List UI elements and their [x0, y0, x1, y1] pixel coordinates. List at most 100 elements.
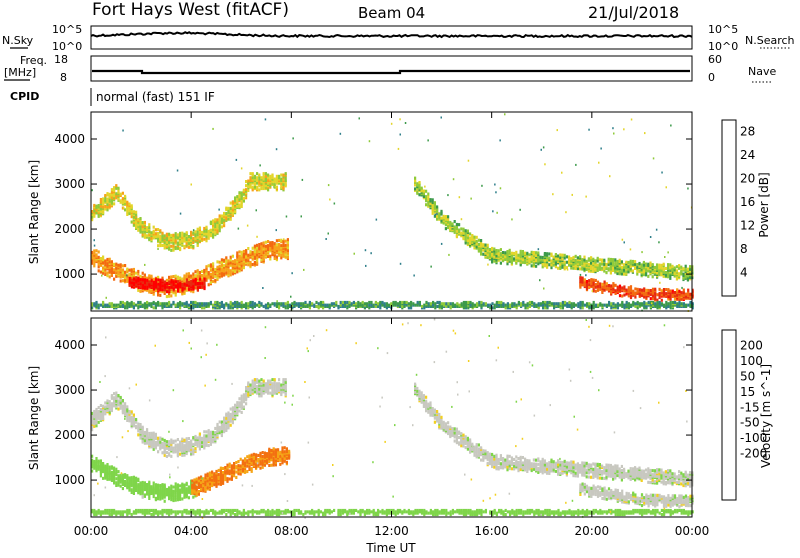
range-cell: [203, 306, 205, 309]
range-cell: [263, 176, 265, 179]
range-cell: [205, 235, 207, 238]
range-cell: [177, 280, 179, 283]
range-cell: [282, 186, 284, 189]
range-cell: [581, 266, 583, 269]
range-cell: [126, 405, 128, 408]
range-cell: [582, 306, 584, 309]
range-cell: [252, 263, 254, 266]
range-cell: [685, 304, 687, 307]
range-cell: [179, 304, 181, 307]
range-cell: [520, 259, 522, 262]
range-cell: [590, 256, 592, 259]
range-cell: [577, 260, 579, 263]
range-cell: [555, 263, 557, 266]
range-cell: [480, 242, 482, 245]
range-cell: [476, 236, 478, 239]
range-cell: [177, 170, 179, 172]
noise-tick-top-right: 10^5: [708, 23, 738, 36]
range-cell: [137, 270, 139, 273]
range-cell: [124, 302, 126, 305]
range-cell: [157, 450, 159, 453]
range-cell: [120, 267, 122, 270]
range-cell: [144, 279, 146, 282]
range-cell: [146, 428, 148, 431]
range-cell: [353, 301, 355, 304]
range-cell: [221, 261, 223, 264]
range-cell: [175, 246, 177, 249]
range-cell: [126, 416, 128, 419]
range-cell: [689, 265, 691, 268]
range-cell: [595, 290, 597, 293]
range-cell: [271, 244, 273, 247]
range-cell: [575, 259, 577, 262]
range-cell: [236, 404, 238, 407]
range-cell: [682, 273, 684, 276]
range-cell: [93, 425, 95, 428]
freq-tick-bottom: 8: [60, 71, 67, 84]
range-cell: [199, 433, 201, 436]
range-cell: [109, 302, 111, 305]
range-cell: [417, 301, 419, 304]
range-cell: [191, 184, 193, 186]
range-cell: [568, 256, 570, 259]
range-cell: [98, 460, 100, 463]
range-cell: [155, 302, 157, 305]
range-cell: [424, 186, 426, 188]
range-cell: [489, 304, 491, 307]
range-cell: [192, 275, 194, 278]
range-cell: [225, 271, 227, 274]
range-cell: [678, 290, 680, 293]
range-cell: [234, 406, 236, 409]
range-cell: [157, 283, 159, 286]
range-cell: [674, 301, 676, 304]
range-cell: [126, 474, 128, 477]
range-cell: [168, 289, 170, 292]
range-cell: [137, 289, 139, 292]
colorbar-tick-label: 28: [740, 125, 755, 139]
cpid-label: CPID: [10, 90, 39, 103]
range-cell: [491, 260, 493, 263]
range-cell: [670, 292, 672, 295]
range-cell: [637, 288, 639, 291]
range-cell: [168, 237, 170, 240]
range-cell: [245, 184, 247, 187]
range-cell: [247, 189, 249, 192]
range-cell: [683, 291, 685, 294]
range-cell: [137, 425, 139, 428]
range-cell: [157, 301, 159, 304]
range-cell: [419, 301, 421, 304]
range-cell: [535, 304, 537, 307]
range-cell: [542, 301, 544, 304]
range-cell: [131, 285, 133, 288]
range-cell: [197, 276, 199, 279]
range-cell: [249, 261, 251, 264]
range-cell: [269, 385, 271, 388]
range-cell: [643, 292, 645, 295]
range-cell: [619, 304, 621, 307]
range-cell: [448, 254, 450, 256]
range-cell: [452, 302, 454, 305]
range-cell: [93, 204, 95, 207]
range-cell: [95, 424, 97, 427]
range-cell: [687, 291, 689, 294]
range-cell: [651, 302, 653, 304]
range-cell: [482, 253, 484, 256]
range-cell: [524, 304, 526, 307]
range-cell: [238, 203, 240, 206]
range-cell: [109, 400, 111, 403]
range-cell: [425, 203, 427, 206]
range-cell: [604, 285, 606, 288]
range-cell: [133, 224, 135, 227]
range-cell: [115, 184, 117, 187]
range-cell: [192, 232, 194, 235]
range-cell: [287, 256, 289, 259]
range-cell: [344, 301, 346, 304]
range-cell: [359, 117, 361, 119]
range-cell: [676, 269, 678, 272]
range-cell: [564, 257, 566, 260]
range-cell: [142, 281, 144, 284]
range-cell: [645, 305, 647, 308]
range-cell: [612, 282, 614, 285]
range-cell: [274, 183, 276, 186]
